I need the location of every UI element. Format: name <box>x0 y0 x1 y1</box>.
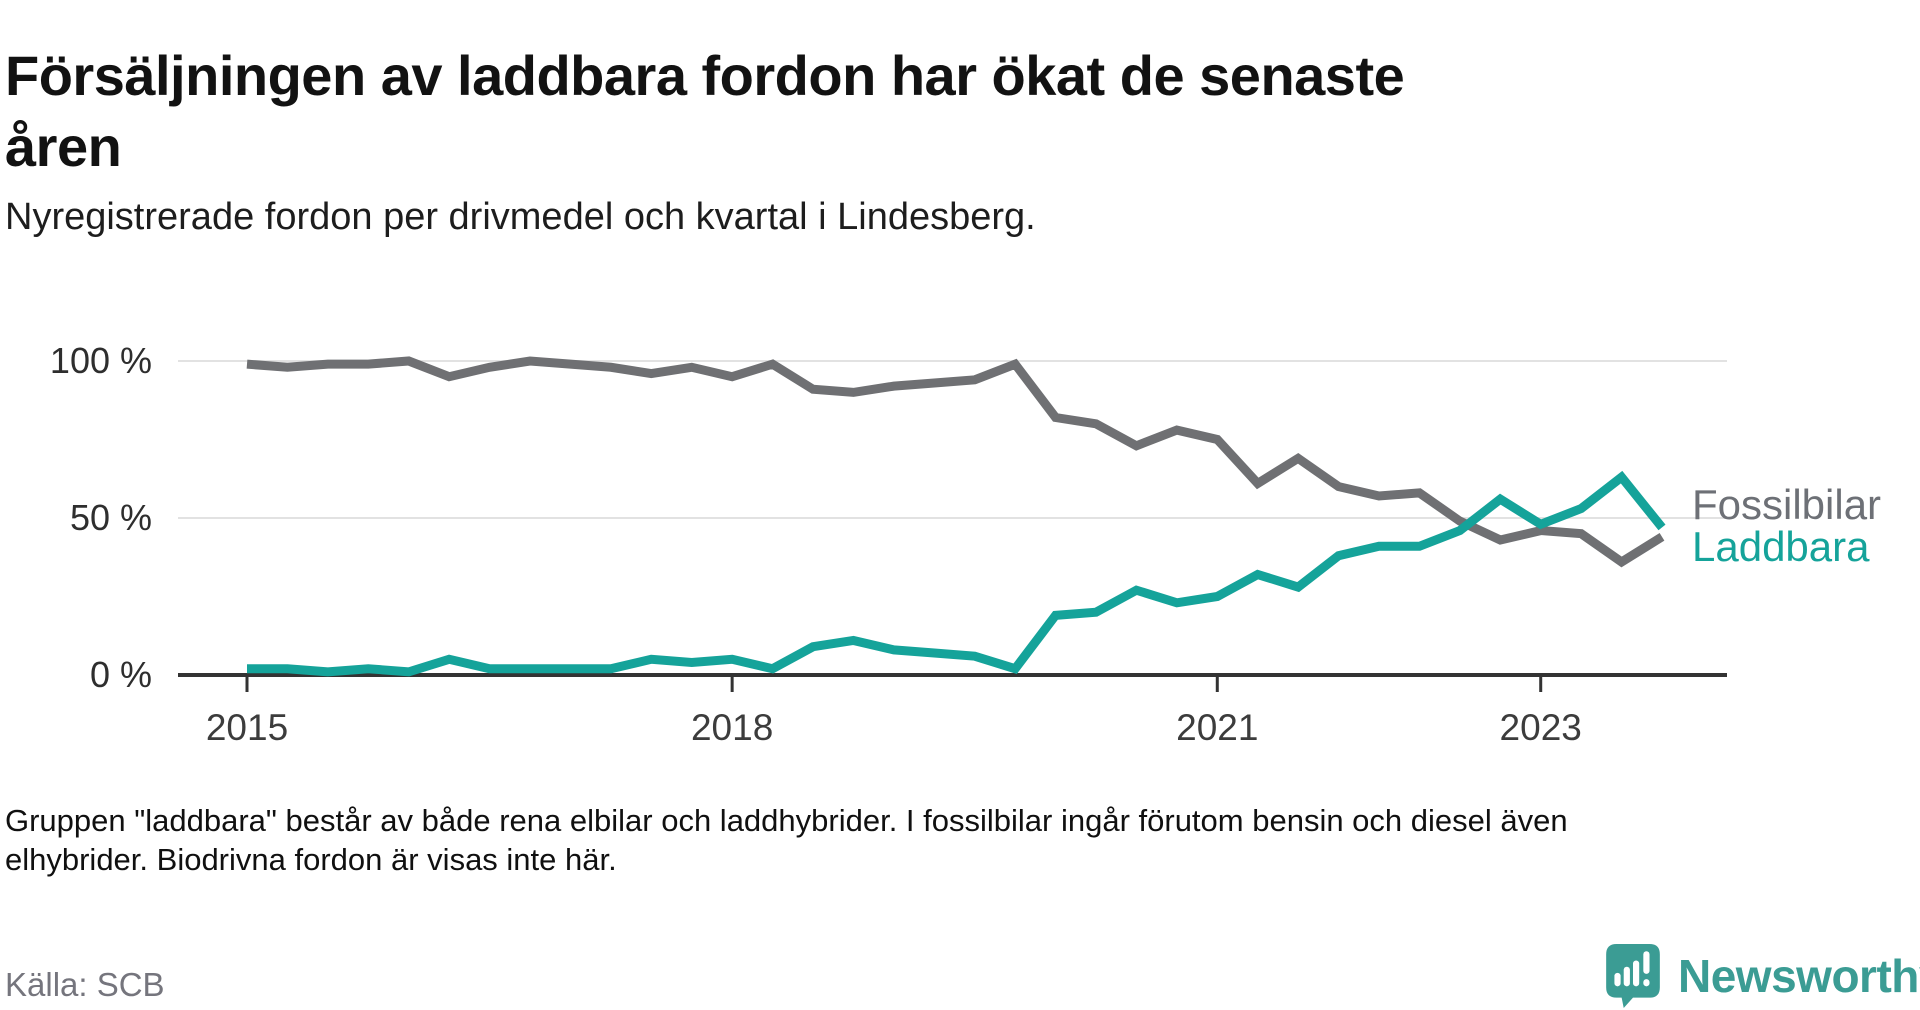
legend-label-fossilbilar: Fossilbilar <box>1692 481 1881 528</box>
logo-exclamation-dot <box>1643 979 1650 987</box>
series-line-fossilbilar <box>246 356 1665 568</box>
x-axis-label-2015: 2015 <box>206 707 288 748</box>
x-axis-label-2021: 2021 <box>1176 707 1258 748</box>
footnote: Gruppen "laddbara" består av både rena e… <box>5 801 1625 879</box>
logo-bar-3 <box>1633 960 1640 987</box>
footnote-line-1: Gruppen "laddbara" består av både rena e… <box>5 803 1568 838</box>
newsworthy-logo-icon <box>1606 944 1660 1008</box>
source-label: Källa: SCB <box>5 966 165 1003</box>
footnote-line-2: elhybrider. Biodrivna fordon är visas in… <box>5 842 617 877</box>
y-axis-label-100: 100 % <box>50 340 152 381</box>
legend-label-laddbara: Laddbara <box>1692 523 1870 570</box>
y-axis-label-50: 50 % <box>70 497 152 538</box>
series-line-laddbara <box>247 470 1666 677</box>
x-axis-label-2023: 2023 <box>1500 707 1582 748</box>
page-title-line-2: åren <box>5 114 122 178</box>
logo-bar-2 <box>1623 966 1630 987</box>
page-title: Försäljningen av laddbara fordon har öka… <box>5 40 1405 182</box>
x-axis-label-2018: 2018 <box>691 707 773 748</box>
y-axis-label-0: 0 % <box>90 654 152 695</box>
logo-exclamation-bar <box>1643 951 1650 974</box>
newsworthy-logo-text: Newsworthy <box>1678 950 1920 1002</box>
chart-subtitle: Nyregistrerade fordon per drivmedel och … <box>5 196 1036 238</box>
page-title-line-1: Försäljningen av laddbara fordon har öka… <box>5 43 1405 107</box>
logo-bar-1 <box>1614 972 1621 987</box>
newsworthy-logo: Newsworthy <box>1606 944 1920 1008</box>
